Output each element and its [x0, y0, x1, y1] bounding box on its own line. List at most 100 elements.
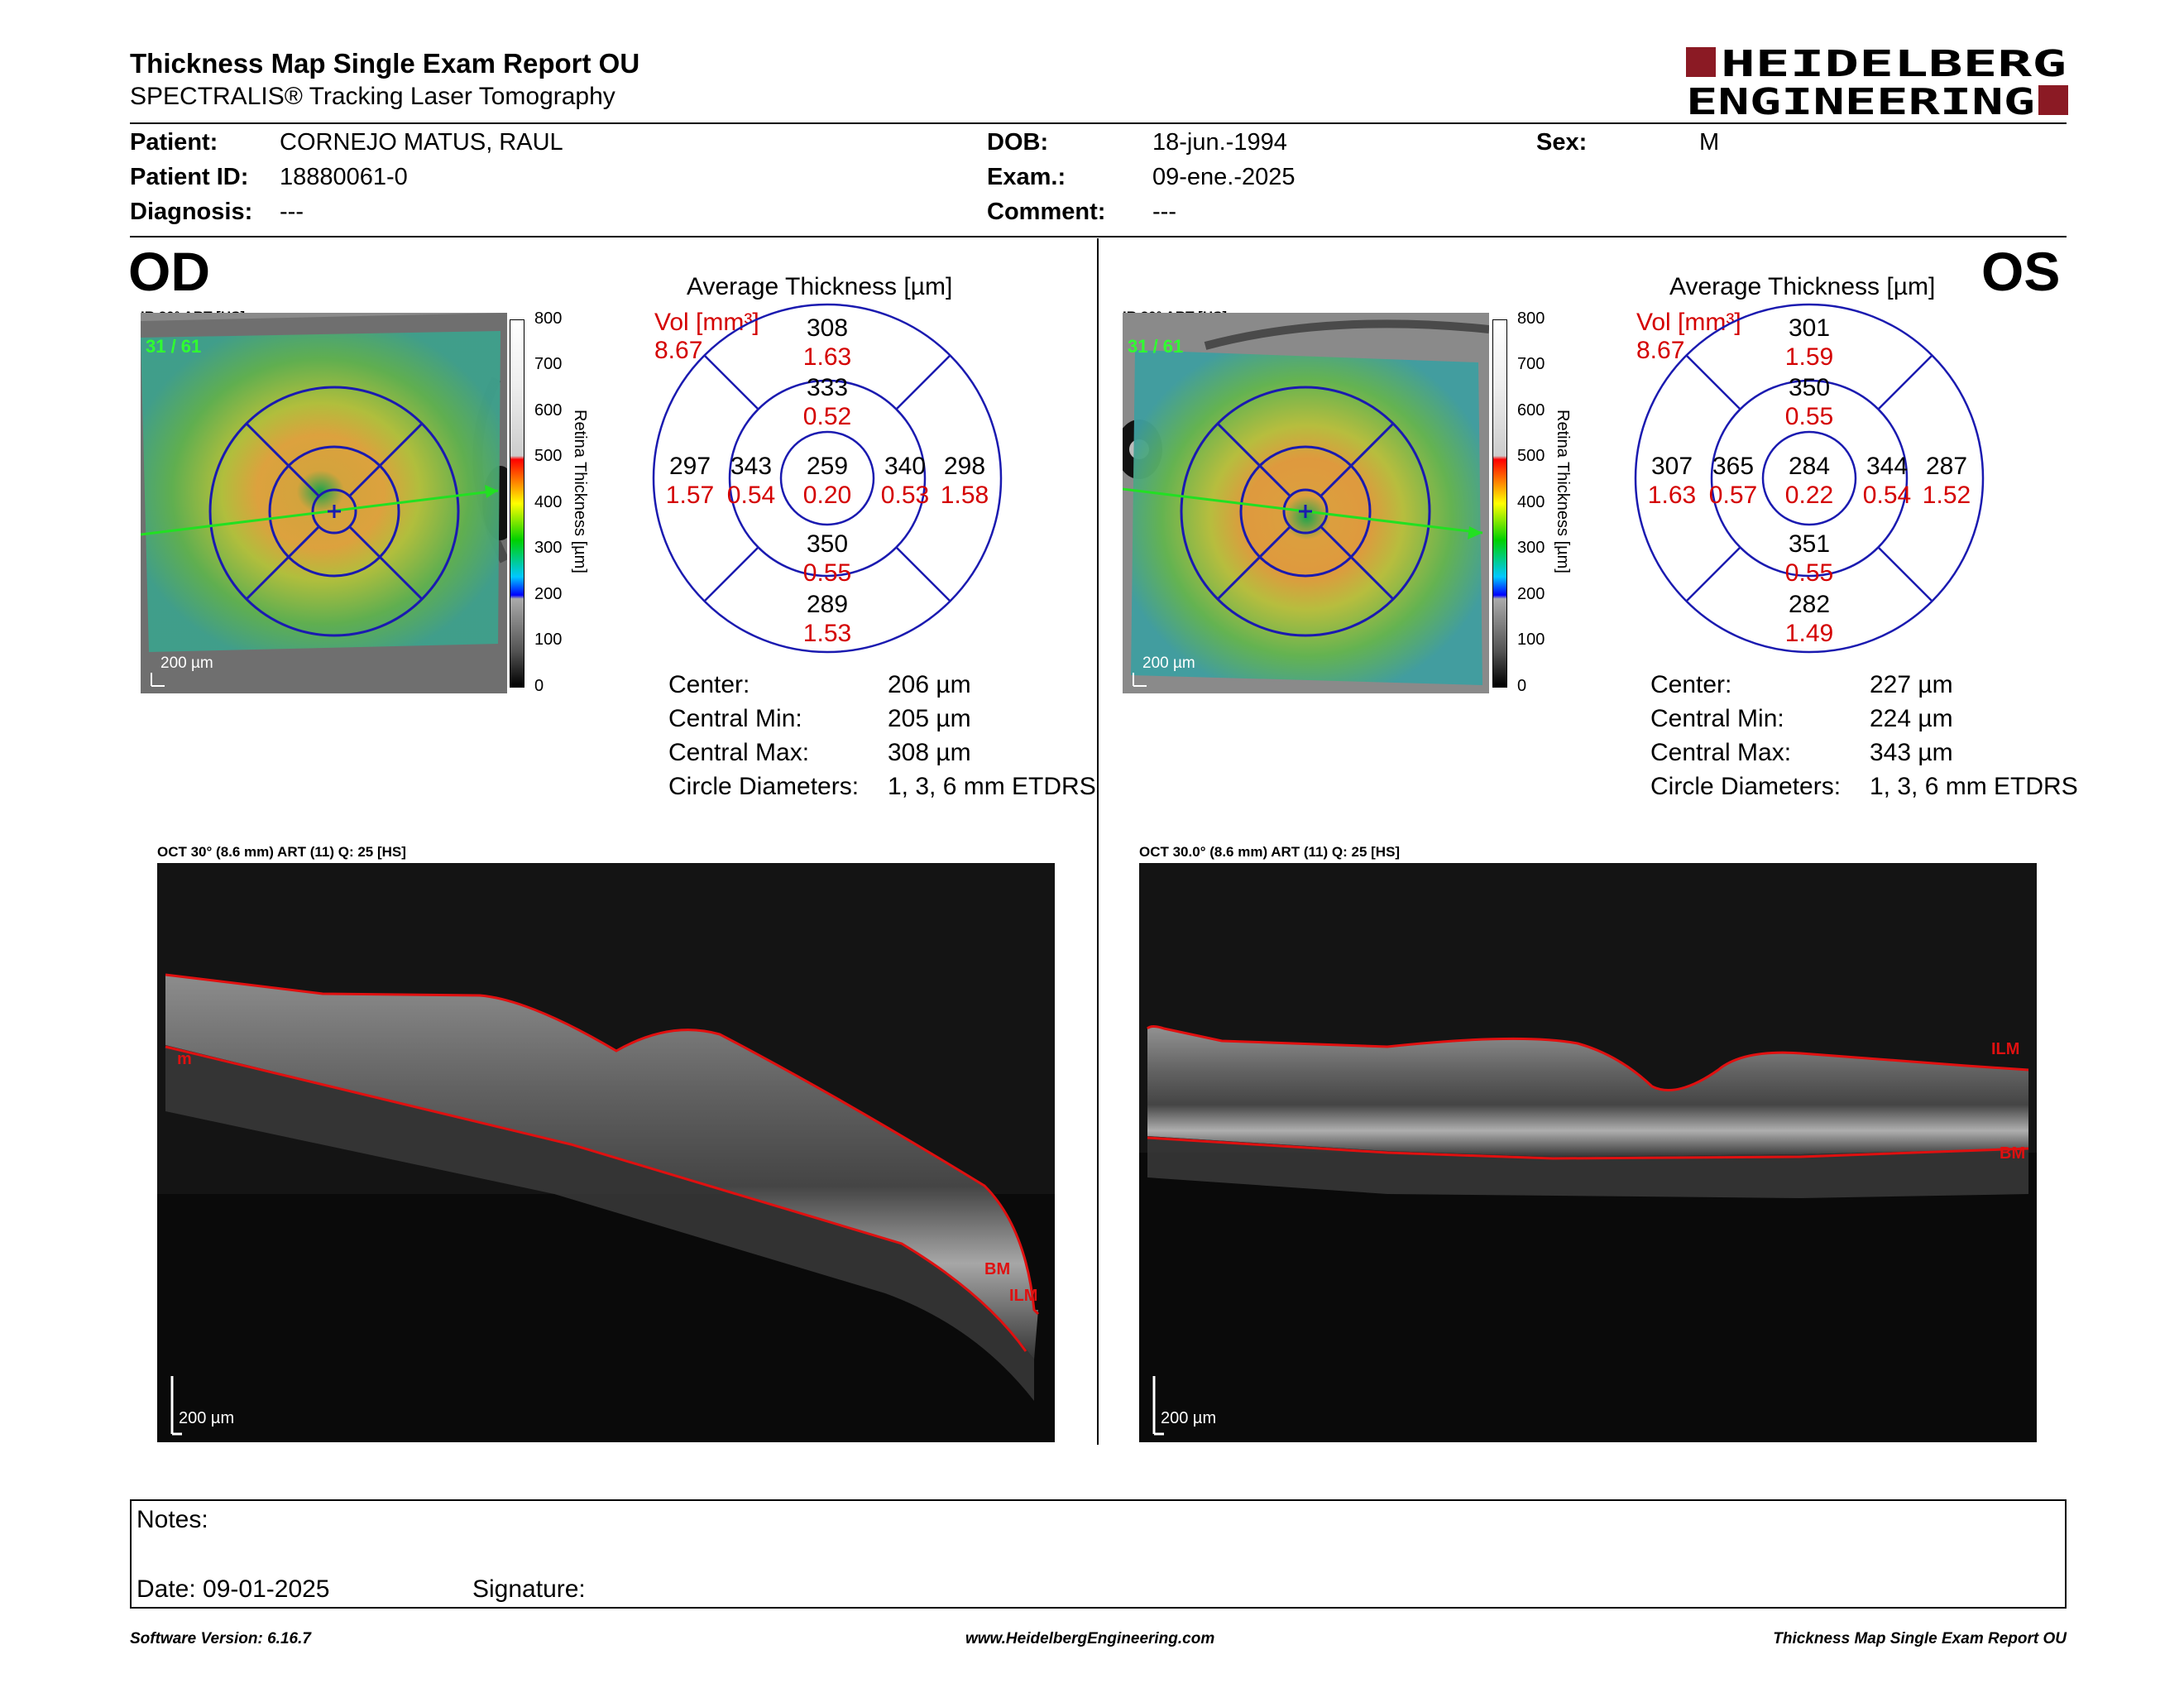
patient-name: CORNEJO MATUS, RAUL — [280, 129, 563, 156]
od-oct-title: OCT 30° (8.6 mm) ART (11) Q: 25 [HS] — [157, 844, 406, 860]
od-cb-tick: 400 — [534, 493, 563, 511]
od-sector-outer-left-vol: 1.57 — [666, 482, 714, 509]
patient-id-label: Patient ID: — [130, 164, 249, 190]
os-sector-center-vol: 0.22 — [1785, 482, 1833, 509]
patient-id: 18880061-0 — [280, 164, 408, 190]
os-etdrs-grid: 301 1.59 350 0.55 284 0.22 307 1.63 365 … — [1634, 303, 1985, 654]
od-max-label: Central Max: — [668, 739, 810, 766]
sex-label: Sex: — [1536, 129, 1588, 156]
os-cb-tick: 100 — [1517, 631, 1545, 649]
od-sector-inner-left: 343 — [730, 453, 772, 480]
os-sector-outer-top: 301 — [1789, 314, 1830, 342]
os-sector-inner-right-vol: 0.54 — [1863, 482, 1911, 509]
os-min-value: 224 µm — [1870, 705, 1953, 732]
exam-label: Exam.: — [987, 164, 1066, 190]
software-version: Software Version: 6.16.7 — [130, 1630, 311, 1647]
os-cb-label: Retina Thickness [µm] — [1554, 410, 1572, 573]
od-cb-tick: 600 — [534, 401, 563, 420]
os-sector-inner-left-vol: 0.57 — [1709, 482, 1757, 509]
os-sector-inner-top: 350 — [1789, 374, 1830, 401]
od-frame-count: 31 / 61 — [146, 336, 202, 357]
od-vol-value: 8.67 — [654, 337, 703, 364]
report-title: Thickness Map Single Exam Report OU — [130, 48, 640, 79]
od-fundus-image: 31 / 61 200 µm — [141, 313, 507, 693]
comment-value: --- — [1152, 199, 1176, 225]
report-subtitle: SPECTRALIS® Tracking Laser Tomography — [130, 83, 615, 110]
os-oct-title: OCT 30.0° (8.6 mm) ART (11) Q: 25 [HS] — [1139, 844, 1401, 860]
eye-divider — [1097, 238, 1099, 1445]
od-thickness-colorbar — [510, 319, 524, 688]
logo-line2: ENGINEERING — [1686, 81, 2035, 117]
os-max-label: Central Max: — [1650, 739, 1792, 766]
os-cb-tick: 400 — [1517, 493, 1545, 511]
od-cb-tick: 300 — [534, 539, 563, 557]
os-frame-count: 31 / 61 — [1128, 336, 1184, 357]
od-eye-label: OD — [128, 241, 210, 302]
os-cb-tick: 800 — [1517, 309, 1545, 328]
os-sector-inner-bottom: 351 — [1789, 530, 1830, 558]
od-sector-outer-right-vol: 1.58 — [941, 482, 989, 509]
od-sector-outer-top: 308 — [807, 314, 848, 342]
os-center-value: 227 µm — [1870, 671, 1953, 698]
os-eye-label: OS — [1981, 241, 2061, 302]
os-fundus-image: 31 / 61 200 µm — [1123, 313, 1489, 693]
website-link[interactable]: www.HeidelbergEngineering.com — [965, 1630, 1215, 1647]
od-sector-inner-top-vol: 0.52 — [803, 403, 851, 430]
od-cb-tick: 500 — [534, 447, 563, 465]
od-cb-tick: 800 — [534, 309, 563, 328]
od-cb-tick: 200 — [534, 585, 563, 603]
notes-box[interactable]: Notes: Date: 09-01-2025 Signature: — [130, 1499, 2067, 1609]
os-avg-title: Average Thickness [µm] — [1669, 273, 1936, 300]
os-sector-outer-right: 287 — [1926, 453, 1967, 480]
os-sector-inner-top-vol: 0.55 — [1785, 403, 1833, 430]
os-oct-scan: ILM BM 200 µm — [1139, 863, 2037, 1442]
os-center-label: Center: — [1650, 671, 1732, 698]
os-cb-tick: 500 — [1517, 447, 1545, 465]
od-oct-scale: 200 µm — [179, 1409, 235, 1427]
od-sector-inner-left-vol: 0.54 — [727, 482, 775, 509]
exam-value: 09-ene.-2025 — [1152, 164, 1296, 190]
comment-label: Comment: — [987, 199, 1106, 225]
od-fundus-scale: 200 µm — [160, 655, 213, 672]
od-sector-inner-bottom-vol: 0.55 — [803, 559, 851, 587]
os-layer-ilm: ILM — [1991, 1040, 2020, 1058]
os-sector-inner-left: 365 — [1712, 453, 1754, 480]
od-sector-outer-bottom-vol: 1.53 — [803, 620, 851, 647]
diagnosis-value: --- — [280, 199, 304, 225]
od-diam-label: Circle Diameters: — [668, 773, 860, 800]
os-sector-inner-right: 344 — [1866, 453, 1908, 480]
od-etdrs-grid: 308 1.63 333 0.52 259 0.20 297 1.57 343 … — [652, 303, 1003, 654]
os-cb-tick: 700 — [1517, 355, 1545, 373]
od-min-value: 205 µm — [888, 705, 971, 732]
od-layer-m: m — [177, 1050, 192, 1068]
os-cb-tick: 600 — [1517, 401, 1545, 420]
os-max-value: 343 µm — [1870, 739, 1953, 766]
header-divider — [130, 122, 2067, 124]
od-sector-outer-top-vol: 1.63 — [803, 343, 851, 371]
sex-value: M — [1699, 129, 1720, 156]
patient-label: Patient: — [130, 129, 218, 156]
os-sector-outer-left: 307 — [1651, 453, 1693, 480]
od-oct-scan: m BM ILM 200 µm — [157, 863, 1055, 1442]
date-label: Date: 09-01-2025 — [136, 1575, 330, 1603]
patient-divider — [130, 236, 2067, 237]
logo-line1: HEIDELBERG — [1721, 46, 2067, 85]
od-cb-tick: 100 — [534, 631, 563, 649]
os-thickness-colorbar — [1492, 319, 1507, 688]
od-sector-inner-top: 333 — [807, 374, 848, 401]
heidelberg-logo: HEIDELBERG ENGINEERING — [1686, 43, 2068, 123]
os-sector-outer-right-vol: 1.52 — [1923, 482, 1971, 509]
os-fundus-scale: 200 µm — [1142, 655, 1195, 672]
od-diam-value: 1, 3, 6 mm ETDRS — [888, 773, 1096, 800]
od-layer-ilm: ILM — [1009, 1287, 1038, 1305]
od-avg-title: Average Thickness [µm] — [687, 273, 953, 300]
signature-label: Signature: — [472, 1575, 586, 1603]
notes-label: Notes: — [136, 1506, 208, 1533]
od-max-value: 308 µm — [888, 739, 971, 766]
os-sector-outer-bottom: 282 — [1789, 591, 1830, 618]
od-cb-tick: 700 — [534, 355, 563, 373]
os-cb-tick: 300 — [1517, 539, 1545, 557]
od-center-value: 206 µm — [888, 671, 971, 698]
os-sector-outer-top-vol: 1.59 — [1785, 343, 1833, 371]
os-oct-scale: 200 µm — [1161, 1409, 1217, 1427]
